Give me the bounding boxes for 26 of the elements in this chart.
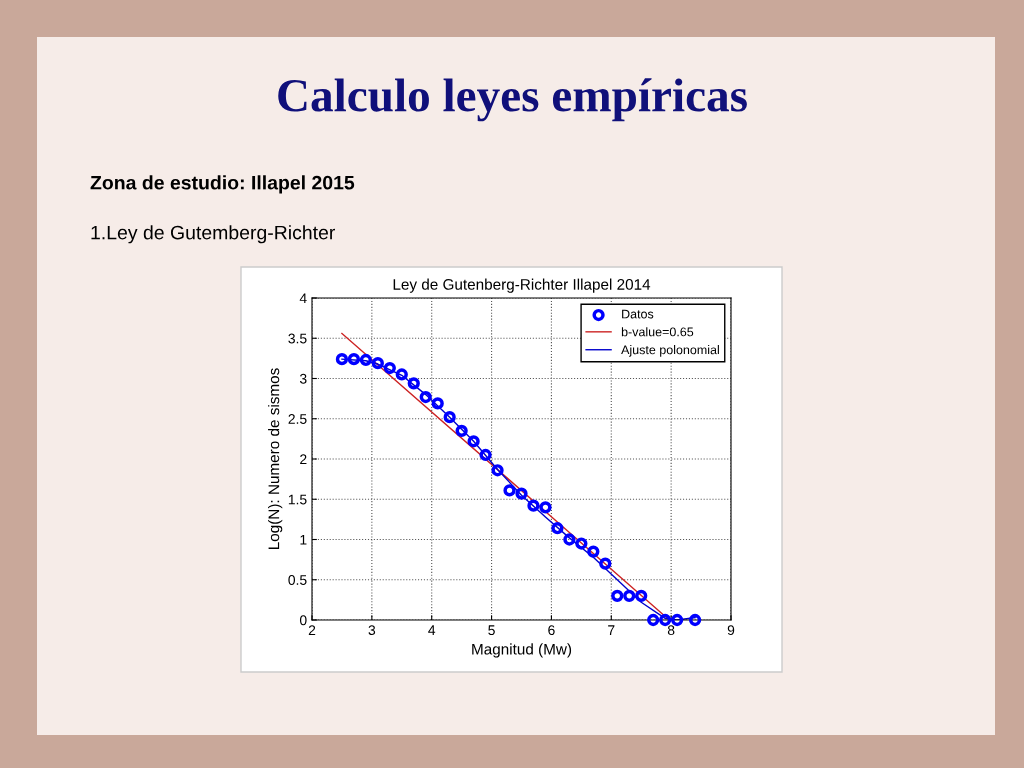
y-tick-label: 2.5 <box>288 414 307 424</box>
x-tick-label: 3 <box>368 625 376 636</box>
x-tick-label: 9 <box>727 625 735 636</box>
y-tick-label: 3 <box>299 373 307 384</box>
x-tick-label: 6 <box>548 625 555 636</box>
x-tick-label: 7 <box>608 625 615 635</box>
y-axis-title: Log(N): Numero de sismos <box>268 368 283 550</box>
text: 1.Ley de Gutemberg-Richter <box>91 225 336 244</box>
chart-title: Ley de Gutenberg-Richter Illapel 2014 <box>393 278 651 293</box>
legend-label: Ajuste polonomial <box>621 345 719 357</box>
y-tick-label: 1.5 <box>288 494 307 505</box>
y-tick-label: 3.5 <box>288 333 307 344</box>
x-tick-label: 2 <box>308 625 316 635</box>
text: Zona de estudio: Illapel 2015 <box>90 175 355 194</box>
y-tick-label: 0 <box>299 615 307 626</box>
legend-label: Datos <box>622 309 654 319</box>
y-tick-label: 0.5 <box>288 575 307 585</box>
text: Calculo leyes empíricas <box>278 78 747 122</box>
legend-label: b-value=0.65 <box>621 327 694 337</box>
x-axis-title: Magnitud (Mw) <box>472 643 572 658</box>
y-tick-label: 1 <box>300 534 307 545</box>
x-tick-label: 8 <box>667 625 675 636</box>
x-tick-label: 5 <box>488 625 495 636</box>
x-tick-label: 4 <box>428 625 436 635</box>
y-tick-label: 2 <box>300 454 307 465</box>
y-tick-label: 4 <box>299 293 307 304</box>
